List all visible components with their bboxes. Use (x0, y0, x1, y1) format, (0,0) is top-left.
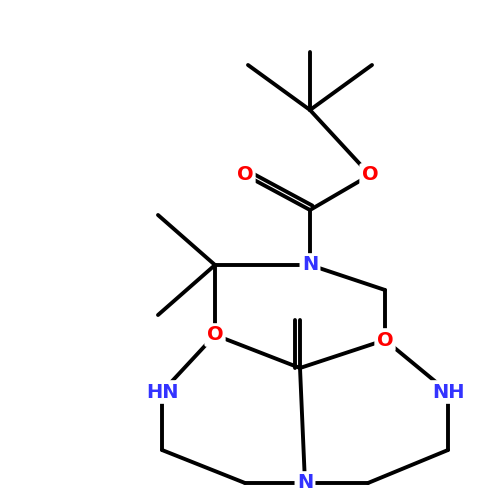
Text: O: O (236, 166, 254, 184)
Text: O: O (362, 166, 378, 184)
Text: N: N (297, 474, 313, 492)
Text: HN: HN (146, 382, 178, 402)
Text: NH: NH (432, 382, 464, 402)
Text: N: N (302, 256, 318, 274)
Text: O: O (206, 326, 224, 344)
Text: O: O (376, 330, 394, 349)
